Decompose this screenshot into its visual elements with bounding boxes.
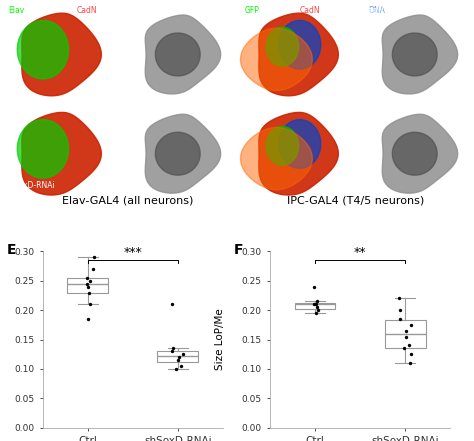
Text: Ctrl: Ctrl — [6, 82, 19, 90]
Point — [312, 310, 319, 317]
Point — [407, 321, 414, 329]
PathPatch shape — [385, 321, 426, 348]
Point — [168, 301, 175, 308]
Text: B': B' — [124, 105, 134, 115]
Polygon shape — [382, 114, 458, 193]
Polygon shape — [259, 112, 338, 195]
Point — [396, 315, 404, 322]
Text: Elav: Elav — [8, 6, 24, 15]
Text: CadN: CadN — [76, 6, 97, 15]
Point — [400, 345, 408, 352]
Polygon shape — [155, 132, 200, 175]
Point — [402, 327, 410, 334]
Polygon shape — [22, 13, 101, 96]
Polygon shape — [259, 13, 338, 96]
Text: C': C' — [361, 6, 371, 16]
Point — [402, 333, 410, 340]
Text: CadN: CadN — [127, 6, 147, 15]
Point — [90, 254, 97, 261]
Point — [83, 280, 91, 287]
Text: IPC-GAL4 (T4/5 neurons): IPC-GAL4 (T4/5 neurons) — [287, 195, 424, 205]
Point — [310, 283, 318, 290]
Point — [169, 348, 176, 355]
Point — [174, 357, 182, 364]
Point — [173, 366, 180, 373]
Text: shSoxD-RNAi: shSoxD-RNAi — [6, 181, 55, 190]
Point — [178, 363, 185, 370]
Polygon shape — [155, 33, 200, 76]
Polygon shape — [266, 27, 299, 66]
Y-axis label: Size LoP/Me: Size LoP/Me — [215, 309, 225, 370]
Polygon shape — [392, 132, 437, 175]
Polygon shape — [17, 20, 69, 79]
Point — [405, 342, 413, 349]
Text: CadN: CadN — [300, 6, 320, 15]
Polygon shape — [145, 114, 221, 193]
Point — [175, 354, 182, 361]
Point — [169, 345, 176, 352]
Text: DNA: DNA — [368, 6, 385, 15]
Polygon shape — [17, 120, 69, 178]
Point — [84, 315, 92, 322]
Point — [395, 295, 403, 302]
Polygon shape — [279, 20, 321, 69]
Point — [313, 298, 321, 305]
Point — [406, 359, 414, 366]
Point — [179, 351, 187, 358]
Text: E: E — [7, 243, 16, 257]
Polygon shape — [240, 28, 312, 90]
Polygon shape — [145, 15, 221, 94]
Polygon shape — [266, 127, 299, 165]
Polygon shape — [240, 127, 312, 190]
Text: CadN: CadN — [364, 6, 384, 15]
Polygon shape — [22, 112, 101, 195]
Point — [86, 277, 93, 284]
Point — [89, 265, 96, 273]
Text: C: C — [243, 6, 250, 16]
Point — [84, 283, 92, 290]
PathPatch shape — [295, 303, 336, 309]
Point — [85, 289, 93, 296]
PathPatch shape — [157, 351, 198, 362]
Polygon shape — [279, 120, 321, 168]
Point — [314, 306, 322, 314]
Text: A: A — [6, 6, 13, 16]
Text: D': D' — [361, 105, 372, 115]
Point — [396, 306, 404, 314]
Text: ***: *** — [123, 246, 142, 259]
Text: **: ** — [354, 246, 366, 259]
Text: B: B — [6, 105, 13, 115]
Text: A': A' — [124, 6, 135, 16]
Text: GFP: GFP — [245, 6, 260, 15]
Point — [83, 274, 91, 281]
Point — [310, 301, 318, 308]
Point — [407, 351, 415, 358]
Text: F: F — [234, 243, 244, 257]
PathPatch shape — [67, 278, 108, 292]
Polygon shape — [382, 15, 458, 94]
Text: Elav-GAL4 (all neurons): Elav-GAL4 (all neurons) — [62, 195, 194, 205]
Polygon shape — [392, 33, 437, 76]
Point — [87, 301, 94, 308]
Text: D: D — [243, 105, 251, 115]
Point — [312, 301, 319, 308]
Point — [313, 304, 320, 311]
